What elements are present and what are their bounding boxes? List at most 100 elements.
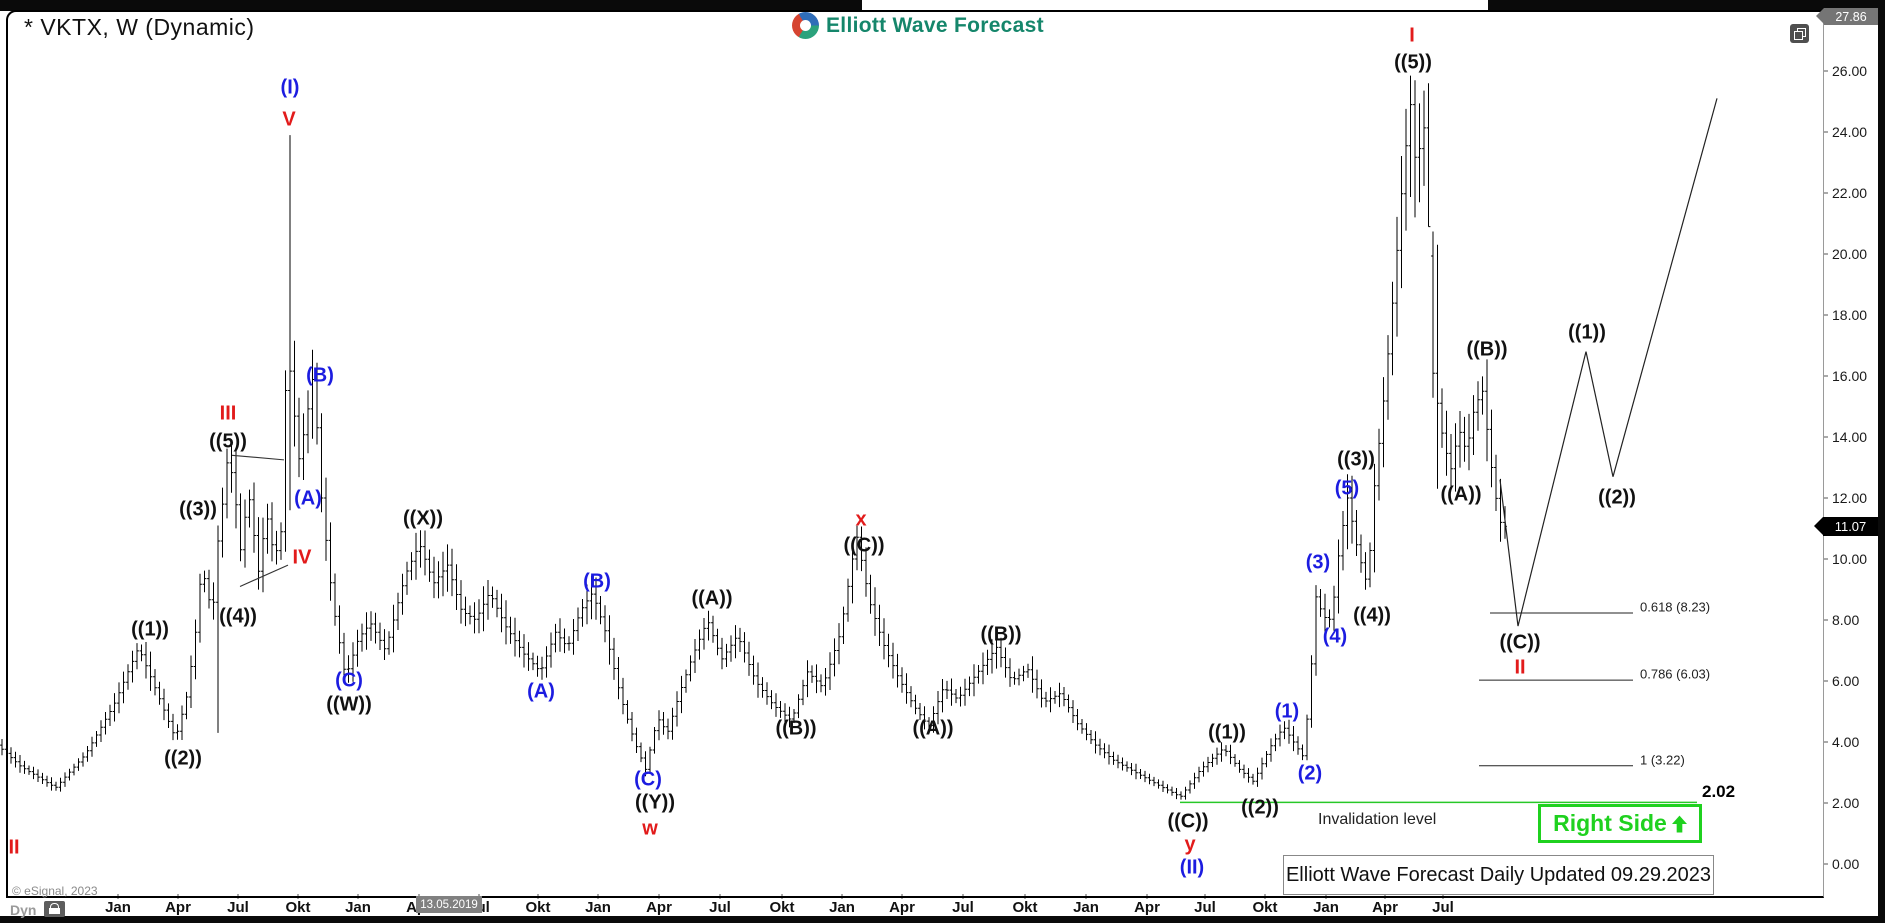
- month-tick-label: Jan: [105, 899, 131, 916]
- wave-label: II: [1514, 656, 1526, 679]
- window-bottom-bar: [0, 916, 1885, 923]
- elliott-wave-forecast-logo-icon: [792, 12, 819, 39]
- wave-label: (I): [280, 76, 300, 99]
- invalidation-level-text: Invalidation level: [1318, 811, 1437, 828]
- dynamic-mode-label: Dyn: [10, 902, 37, 918]
- price-tick-label: 16.00: [1832, 368, 1868, 384]
- price-tick-label: 2.00: [1832, 795, 1860, 811]
- wave-label: y: [1184, 833, 1196, 856]
- wave-label: w: [642, 817, 658, 840]
- time-axis-date-tooltip: 13.05.2019: [416, 896, 482, 913]
- wave-label: ((1)): [1208, 721, 1246, 744]
- wave-label: (B): [306, 364, 334, 387]
- price-tick-label: 20.00: [1832, 246, 1868, 262]
- last-price-badge: 11.07: [1823, 517, 1878, 536]
- price-tick-label: 8.00: [1832, 612, 1860, 628]
- month-tick-label: Apr: [1372, 899, 1398, 916]
- fib-level-label: 1 (3.22): [1640, 752, 1685, 768]
- wave-label: ((W)): [326, 693, 372, 716]
- month-tick-label: Jul: [952, 899, 974, 916]
- wave-label: ((2)): [1241, 796, 1279, 819]
- logo-text: Elliott Wave Forecast: [826, 13, 1044, 37]
- wave-label: ((5)): [1394, 51, 1432, 74]
- wave-label: ((4)): [219, 605, 257, 628]
- wave-label: (3): [1305, 551, 1331, 574]
- wave-label: (C): [335, 669, 363, 692]
- axis-high-price-badge: 27.86: [1824, 8, 1878, 25]
- price-tick-label: 14.00: [1832, 429, 1868, 445]
- fib-level-label: 0.618 (8.23): [1640, 599, 1711, 615]
- wave-label: II: [8, 836, 20, 859]
- wave-label: ((B)): [775, 717, 817, 740]
- month-tick-label: Okt: [525, 899, 551, 916]
- month-tick-label: Jul: [227, 899, 249, 916]
- wave-label: ((3)): [179, 498, 217, 521]
- month-tick-label: Jan: [1073, 899, 1099, 916]
- wave-label: ((3)): [1337, 448, 1375, 471]
- axis-high-marker-notch: [1816, 8, 1824, 24]
- last-price-badge-notch: [1814, 517, 1823, 535]
- month-tick-label: Apr: [165, 899, 191, 916]
- wave-label: ((4)): [1353, 604, 1391, 627]
- wave-label: ((B)): [1466, 338, 1508, 361]
- wave-label: (1): [1274, 700, 1300, 723]
- wave-label: (2): [1297, 762, 1323, 785]
- chart-frame: [6, 10, 1824, 898]
- wave-label: ((1)): [131, 618, 169, 641]
- wave-label: (A): [294, 487, 322, 510]
- wave-label: (II): [1179, 856, 1205, 879]
- month-tick-label: Okt: [1012, 899, 1038, 916]
- update-note-box: Elliott Wave Forecast Daily Updated 09.2…: [1283, 855, 1714, 895]
- wave-label: ((X)): [403, 507, 443, 530]
- window-right-edge: [1878, 0, 1885, 923]
- price-tick-label: 4.00: [1832, 734, 1860, 750]
- month-tick-label: Jan: [1313, 899, 1339, 916]
- wave-label: (5): [1334, 477, 1360, 500]
- month-tick-label: Apr: [889, 899, 915, 916]
- right-side-badge: Right Side: [1538, 804, 1702, 843]
- wave-label: (B): [583, 570, 611, 593]
- month-tick-label: Okt: [285, 899, 311, 916]
- wave-label: ((5)): [209, 430, 247, 453]
- price-tick-label: 26.00: [1832, 63, 1868, 79]
- month-tick-label: Okt: [769, 899, 795, 916]
- logo: Elliott Wave Forecast: [792, 12, 1044, 39]
- month-tick-label: Apr: [646, 899, 672, 916]
- wave-label: V: [282, 108, 296, 131]
- month-tick-label: Okt: [1252, 899, 1278, 916]
- month-tick-label: Jan: [585, 899, 611, 916]
- wave-label: ((C)): [1167, 810, 1209, 833]
- month-tick-label: Jan: [345, 899, 371, 916]
- right-side-label: Right Side: [1553, 810, 1667, 836]
- price-tick-label: 18.00: [1832, 307, 1868, 323]
- wave-label: (C): [634, 768, 662, 791]
- month-tick-label: Jul: [1194, 899, 1216, 916]
- month-tick-label: Jan: [829, 899, 855, 916]
- price-tick-label: 0.00: [1832, 856, 1860, 872]
- wave-label: ((B)): [980, 623, 1022, 646]
- price-tick-label: 12.00: [1832, 490, 1868, 506]
- wave-label: ((A)): [1440, 483, 1482, 506]
- wave-label: IV: [292, 546, 312, 569]
- update-note-text: Elliott Wave Forecast Daily Updated 09.2…: [1285, 863, 1712, 886]
- chart-title: * VKTX, W (Dynamic): [24, 14, 255, 40]
- up-arrow-icon: [1671, 815, 1687, 832]
- lock-icon[interactable]: [44, 901, 65, 917]
- window-top-bar-right: [1488, 0, 1885, 10]
- wave-label: (A): [527, 680, 555, 703]
- price-tick-label: 24.00: [1832, 124, 1868, 140]
- month-tick-label: Apr: [1134, 899, 1160, 916]
- wave-label: x: [855, 508, 867, 531]
- price-tick-label: 22.00: [1832, 185, 1868, 201]
- wave-label: ((A)): [691, 587, 733, 610]
- wave-label: ((1)): [1568, 321, 1606, 344]
- wave-label: ((2)): [1598, 486, 1636, 509]
- window-top-bar: [0, 0, 862, 11]
- price-tick-label: 10.00: [1832, 551, 1868, 567]
- wave-label: ((A)): [912, 717, 954, 740]
- price-axis-separator: [1823, 10, 1824, 894]
- copyright-text: © eSignal, 2023: [12, 884, 98, 898]
- wave-label: ((2)): [164, 747, 202, 770]
- restore-window-icon[interactable]: [1790, 24, 1809, 43]
